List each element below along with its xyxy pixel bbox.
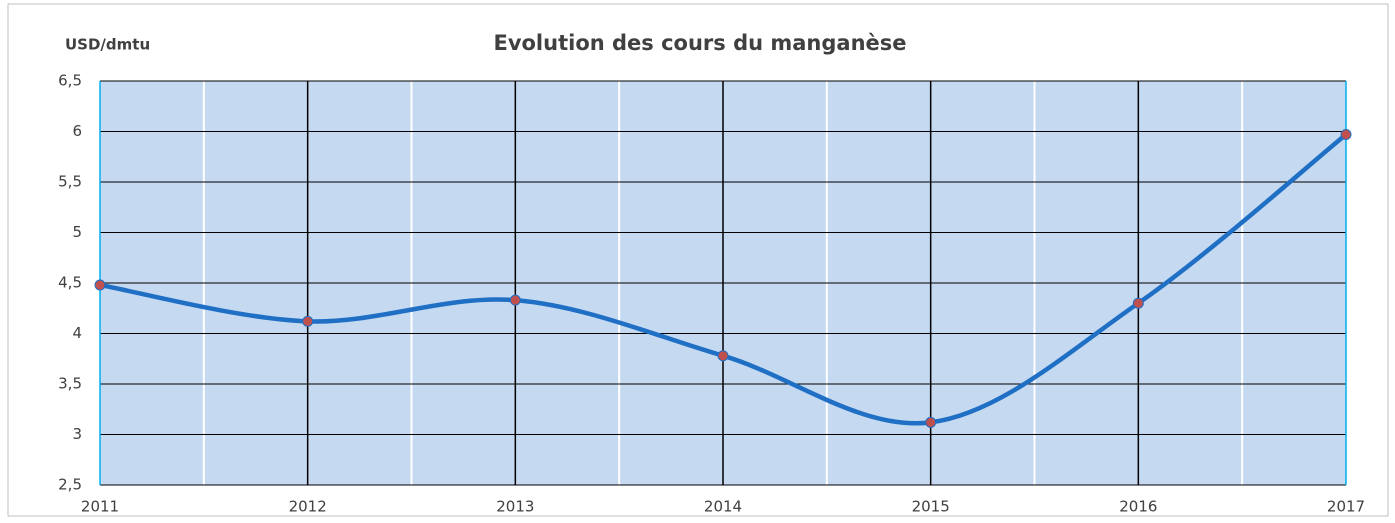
marker xyxy=(1132,297,1144,309)
y-tick-label: 2,5 xyxy=(58,476,82,494)
y-tick-label: 6,5 xyxy=(58,72,82,90)
y-tick-label: 5 xyxy=(72,223,82,241)
marker xyxy=(1340,129,1352,141)
marker xyxy=(717,350,729,362)
y-tick-label: 4,5 xyxy=(58,274,82,292)
marker xyxy=(509,294,521,306)
x-tick-label: 2013 xyxy=(496,498,534,516)
marker xyxy=(925,416,937,428)
marker xyxy=(94,279,106,291)
x-tick-label: 2012 xyxy=(289,498,327,516)
marker xyxy=(302,315,314,327)
y-tick-label: 3,5 xyxy=(58,375,82,393)
x-tick-label: 2017 xyxy=(1327,498,1365,516)
y-tick-label: 6 xyxy=(72,122,82,140)
chart-title: Evolution des cours du manganèse xyxy=(493,31,906,55)
x-tick-label: 2015 xyxy=(912,498,950,516)
x-tick-label: 2011 xyxy=(81,498,119,516)
y-tick-label: 3 xyxy=(72,425,82,443)
y-axis-label: USD/dmtu xyxy=(65,36,150,54)
y-tick-label: 4 xyxy=(72,324,82,342)
y-tick-label: 5,5 xyxy=(58,173,82,191)
x-tick-label: 2014 xyxy=(704,498,742,516)
x-tick-label: 2016 xyxy=(1119,498,1157,516)
